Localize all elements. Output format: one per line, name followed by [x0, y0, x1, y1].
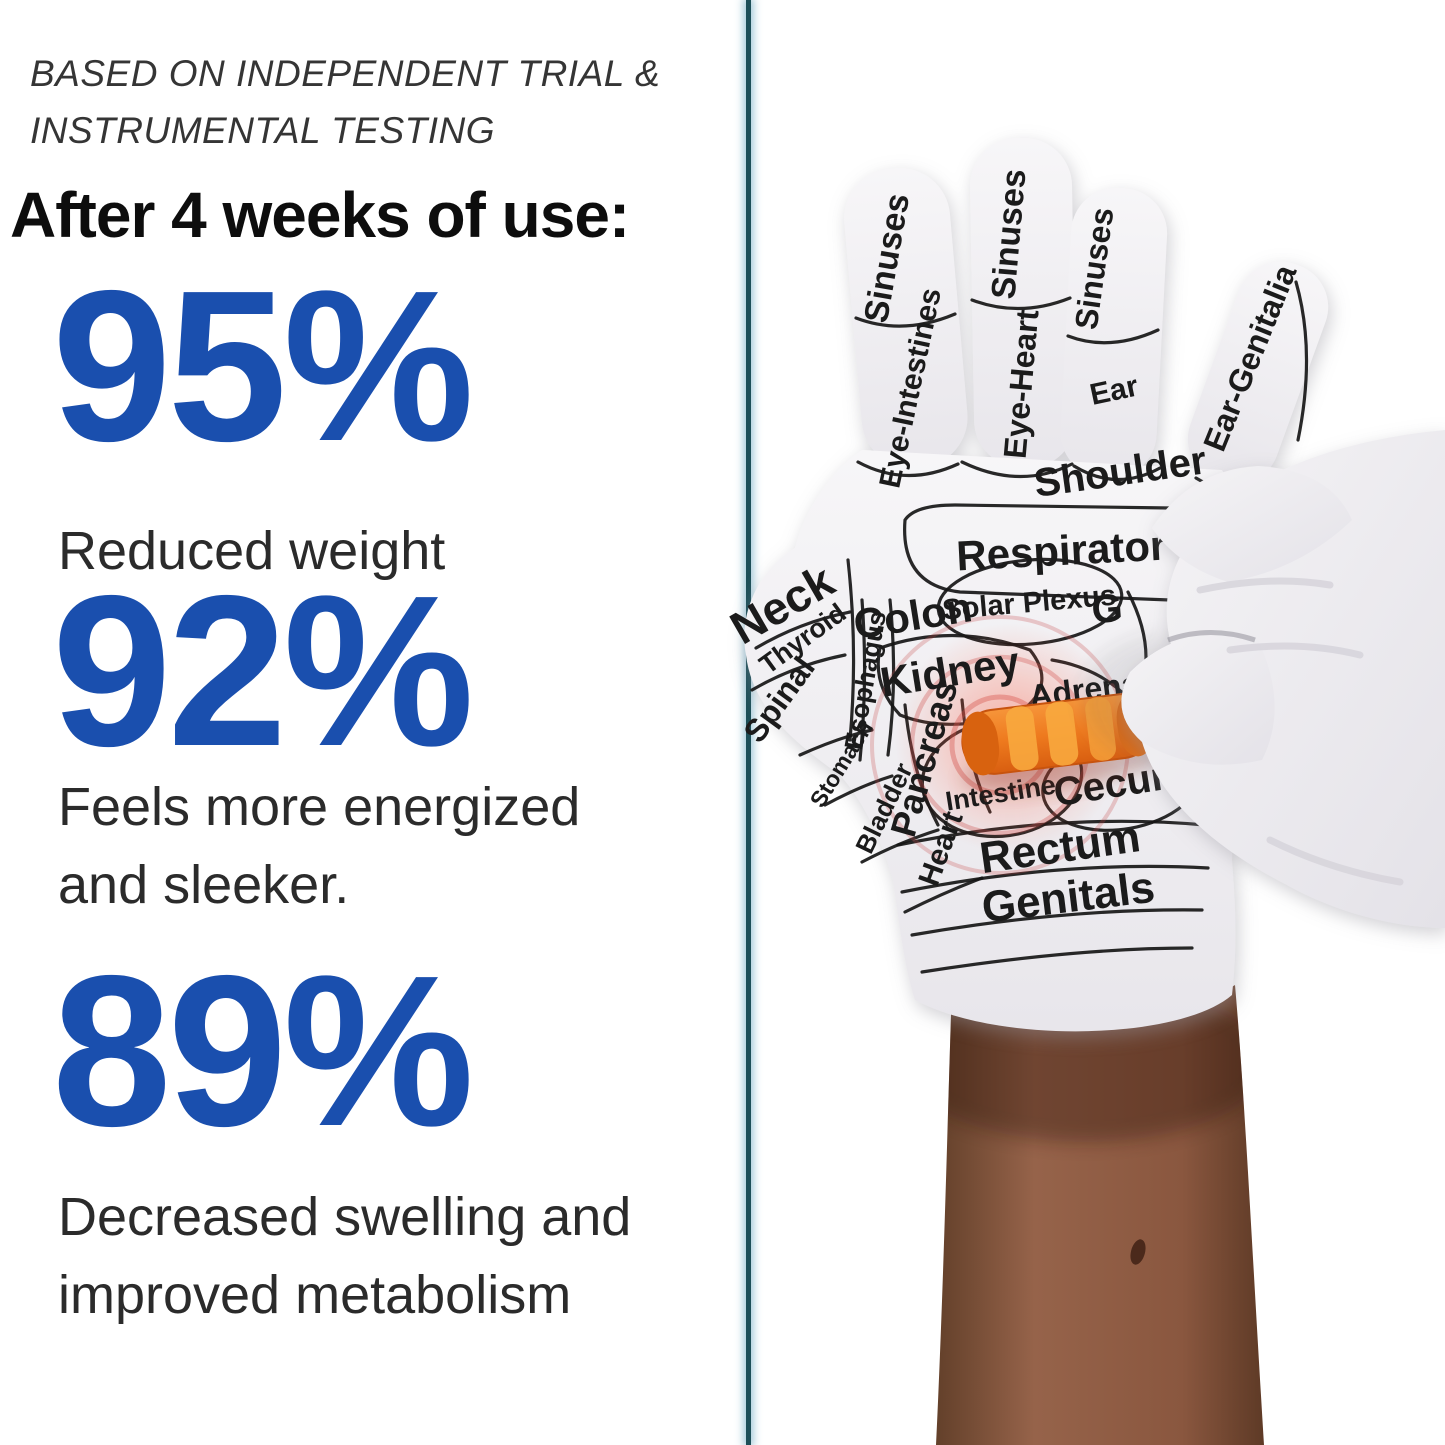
stats-panel: BASED ON INDEPENDENT TRIAL & INSTRUMENTA…: [10, 45, 660, 1326]
disclaimer-text: BASED ON INDEPENDENT TRIAL & INSTRUMENTA…: [30, 45, 660, 160]
label-gall-partial: G: [1090, 586, 1124, 632]
gripping-thumb: [1121, 632, 1275, 765]
tool-ridge: [1045, 701, 1079, 766]
glove-middle-finger: [970, 137, 1077, 469]
headline: After 4 weeks of use:: [10, 179, 630, 251]
stat-value-95: 95%: [52, 245, 474, 486]
stat-value-89: 89%: [52, 930, 474, 1171]
stat-desc-89: Decreased swelling and improved metaboli…: [58, 1187, 632, 1326]
stat-desc-92: Feels more energized and sleeker.: [58, 777, 581, 916]
panel-divider: [746, 0, 751, 1445]
glove-index-finger: [844, 168, 968, 468]
glove-ring-finger: [1060, 187, 1168, 479]
tool-ridge: [1005, 706, 1039, 771]
stat-value-92: 92%: [52, 550, 474, 791]
label-respirator: Respirator: [955, 522, 1167, 580]
gripping-hand: [1080, 430, 1445, 928]
disclaimer-line-2: INSTRUMENTAL TESTING: [30, 110, 496, 152]
navel-mark: [1130, 1239, 1146, 1265]
disclaimer-line-1: BASED ON INDEPENDENT TRIAL &: [30, 53, 661, 94]
bare-forearm: [936, 985, 1264, 1445]
thumb-crevice-shadow: [1167, 630, 1256, 643]
tool-left-cap: [961, 711, 1000, 776]
stat-desc-95: Reduced weight: [58, 521, 446, 581]
glove-pinky-finger: [1187, 261, 1329, 485]
gripping-index-finger: [1152, 466, 1352, 582]
